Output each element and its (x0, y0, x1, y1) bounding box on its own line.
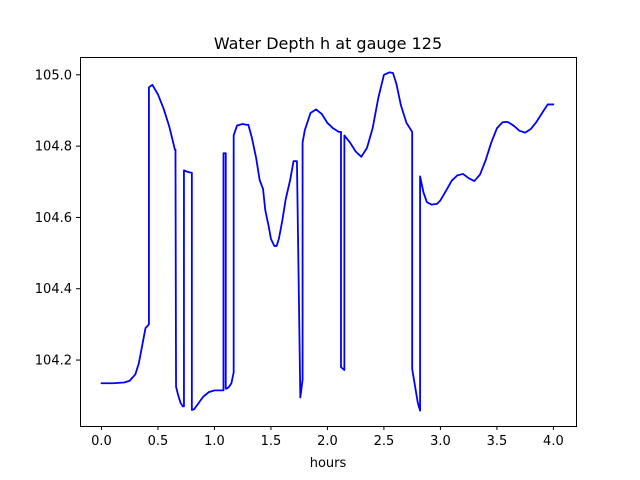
x-tick-label: 0.5 (148, 434, 169, 449)
series-layer (100, 71, 555, 412)
x-tick-label: 1.5 (261, 434, 282, 449)
chart-title: Water Depth h at gauge 125 (214, 34, 442, 53)
x-tick-label: 0.0 (91, 434, 112, 449)
x-tick-label: 3.0 (430, 434, 451, 449)
water-depth-line (100, 71, 555, 412)
x-axis-label: hours (310, 456, 347, 471)
y-axis-ticks: 104.2 104.4 104.6 104.8 105.0 (35, 68, 80, 369)
y-tick-label: 104.8 (35, 140, 72, 155)
x-axis-ticks: 0.0 0.5 1.0 1.5 2.0 2.5 3.0 3.5 4.0 (91, 426, 564, 449)
x-tick-label: 3.5 (487, 434, 508, 449)
plot-frame (80, 57, 577, 427)
x-tick-label: 2.5 (374, 434, 395, 449)
x-tick-label: 4.0 (543, 434, 564, 449)
x-tick-label: 2.0 (317, 434, 338, 449)
y-tick-label: 104.6 (35, 211, 72, 226)
y-tick-label: 104.2 (35, 354, 72, 369)
y-tick-label: 104.4 (35, 282, 72, 297)
y-tick-label: 105.0 (35, 68, 72, 83)
x-tick-label: 1.0 (204, 434, 225, 449)
